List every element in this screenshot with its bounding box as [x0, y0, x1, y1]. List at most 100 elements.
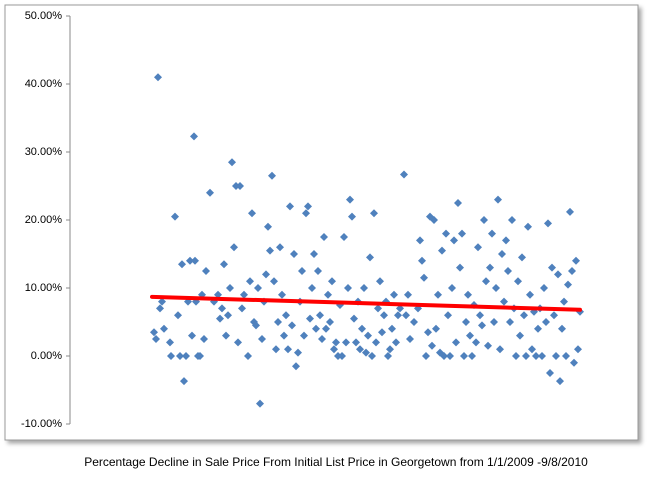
point: [480, 216, 488, 224]
point: [316, 311, 324, 320]
point: [538, 352, 546, 360]
point: [302, 209, 310, 218]
point: [152, 335, 160, 343]
point: [452, 338, 460, 347]
chart-title: Percentage Decline in Sale Price From In…: [84, 455, 588, 469]
point: [196, 352, 204, 360]
point: [182, 352, 190, 360]
point: [446, 352, 454, 360]
point: [268, 171, 276, 180]
point: [150, 328, 158, 337]
point: [352, 338, 360, 347]
point: [556, 377, 564, 386]
point: [252, 321, 260, 330]
point: [558, 324, 566, 333]
y-tick-label: 10.00%: [25, 282, 63, 294]
point: [428, 341, 436, 350]
point: [370, 209, 378, 218]
point: [378, 328, 386, 337]
point: [186, 256, 194, 265]
point: [262, 270, 270, 279]
point: [350, 314, 358, 323]
point: [406, 335, 414, 343]
y-tick-label: 30.00%: [25, 146, 63, 158]
point: [330, 345, 338, 354]
point: [160, 324, 168, 333]
point: [188, 331, 196, 340]
point: [512, 352, 520, 360]
point: [502, 236, 510, 245]
point: [472, 338, 480, 347]
point: [488, 229, 496, 238]
point: [528, 345, 536, 354]
point: [464, 290, 472, 299]
point: [496, 345, 504, 354]
point: [392, 338, 400, 347]
point: [256, 399, 264, 408]
point: [494, 195, 502, 204]
point: [564, 280, 572, 289]
point: [286, 202, 294, 211]
point: [506, 318, 514, 326]
point: [288, 321, 296, 330]
point: [460, 352, 468, 360]
point: [156, 304, 164, 313]
point: [158, 297, 166, 306]
chart-frame: [4, 4, 639, 441]
point: [290, 250, 298, 258]
point: [224, 311, 232, 320]
point: [380, 311, 388, 320]
point: [298, 267, 306, 275]
point: [154, 73, 162, 82]
point: [318, 335, 326, 343]
point: [554, 270, 562, 279]
point: [476, 311, 484, 320]
point: [462, 318, 470, 326]
point: [258, 335, 266, 343]
point: [171, 212, 179, 221]
point: [442, 229, 450, 238]
point: [304, 202, 312, 211]
point: [468, 352, 476, 360]
point: [328, 277, 336, 286]
point: [466, 331, 474, 340]
point: [340, 233, 348, 241]
point: [396, 304, 404, 313]
point: [190, 132, 198, 141]
point: [432, 324, 440, 333]
point: [444, 311, 452, 320]
point: [174, 311, 182, 320]
point: [458, 229, 466, 238]
point: [504, 267, 512, 275]
point: [404, 290, 412, 299]
point: [516, 331, 524, 340]
point: [276, 243, 284, 252]
point: [254, 284, 262, 292]
point: [560, 297, 568, 306]
point: [244, 352, 252, 360]
point: [320, 233, 328, 241]
point: [264, 222, 272, 231]
point: [498, 250, 506, 258]
point: [356, 345, 364, 354]
point: [284, 345, 292, 354]
point: [374, 304, 382, 313]
point: [200, 335, 208, 343]
point: [400, 170, 408, 179]
point: [191, 256, 199, 265]
point: [292, 362, 300, 371]
point: [422, 352, 430, 360]
point: [308, 284, 316, 292]
point: [282, 311, 290, 320]
point: [478, 321, 486, 330]
point: [360, 284, 368, 292]
point: [202, 267, 210, 275]
point: [420, 273, 428, 282]
point: [482, 277, 490, 286]
point: [386, 345, 394, 354]
point: [540, 284, 548, 292]
point: [508, 216, 516, 224]
point: [570, 358, 578, 367]
point: [376, 277, 384, 286]
